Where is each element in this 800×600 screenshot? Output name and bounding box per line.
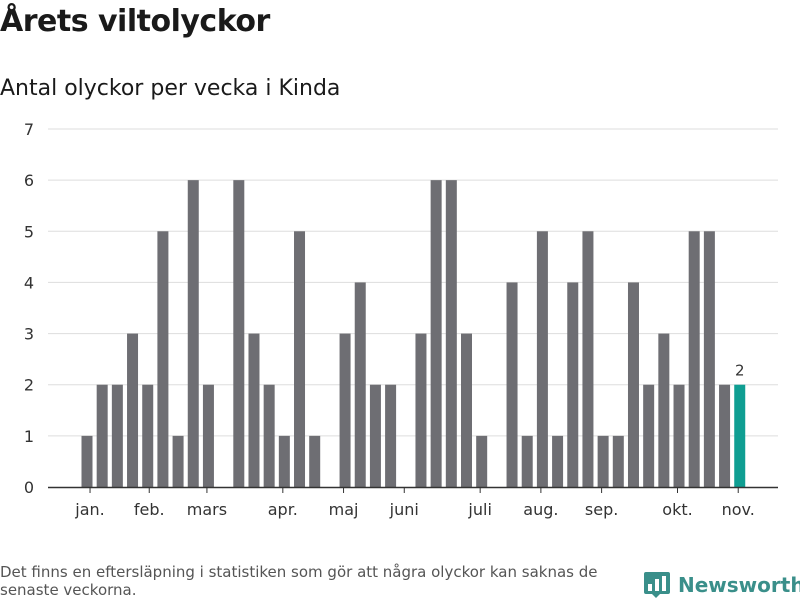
bar	[627, 282, 639, 487]
bar	[157, 231, 169, 487]
bar	[172, 435, 184, 487]
bar	[445, 180, 457, 487]
bar	[369, 384, 381, 487]
bar	[582, 231, 594, 487]
x-tick-label: okt.	[662, 500, 692, 519]
bar	[430, 180, 442, 487]
x-tick-label: juli	[467, 500, 491, 519]
bar	[127, 333, 139, 487]
bar	[521, 435, 533, 487]
x-tick-label: juni	[389, 500, 419, 519]
bar	[643, 384, 655, 487]
x-tick-label: feb.	[134, 500, 165, 519]
chart-title: Årets viltolyckor	[0, 4, 270, 39]
x-tick-label: maj	[329, 500, 359, 519]
y-tick-label: 2	[24, 376, 34, 395]
y-tick-label: 7	[24, 120, 34, 139]
bar	[506, 282, 518, 487]
chart-subtitle: Antal olyckor per vecka i Kinda	[0, 76, 341, 101]
bar	[688, 231, 700, 487]
y-tick-label: 5	[24, 222, 34, 241]
bar	[567, 282, 579, 487]
bar	[142, 384, 154, 487]
bar	[612, 435, 624, 487]
brand-logo: Newsworthy	[644, 571, 800, 599]
footnote: Det finns en eftersläpning i statistiken…	[0, 563, 598, 599]
brand-name: Newsworthy	[678, 573, 800, 597]
x-tick-label: aug.	[523, 500, 558, 519]
bar	[703, 231, 715, 487]
y-tick-label: 3	[24, 325, 34, 344]
bar	[476, 435, 488, 487]
bar-highlight	[734, 384, 746, 487]
bar	[202, 384, 214, 487]
bar	[719, 384, 731, 487]
bar	[354, 282, 366, 487]
bar	[248, 333, 260, 487]
bar	[536, 231, 548, 487]
y-tick-label: 0	[24, 478, 34, 497]
bar	[294, 231, 306, 487]
bar-chart-logo-icon	[644, 572, 670, 598]
x-tick-label: jan.	[74, 500, 104, 519]
bar	[673, 384, 685, 487]
bar	[187, 180, 199, 487]
x-tick-label: nov.	[722, 500, 755, 519]
bar	[415, 333, 427, 487]
y-tick-label: 4	[24, 273, 34, 292]
bar-chart: 0 1 2 3 4 5 6 7 2 jan. feb. mars apr. maj juni juli aug.…	[24, 120, 778, 519]
y-tick-label: 6	[24, 171, 34, 190]
bar	[658, 333, 670, 487]
bar	[309, 435, 321, 487]
bar	[81, 435, 93, 487]
bar	[263, 384, 275, 487]
bar	[278, 435, 290, 487]
bar	[339, 333, 351, 487]
bar	[111, 384, 123, 487]
data-label: 2	[735, 362, 745, 380]
bar	[385, 384, 397, 487]
bar	[552, 435, 564, 487]
bar	[597, 435, 609, 487]
bar	[461, 333, 472, 487]
bar	[96, 384, 108, 487]
x-tick-label: sep.	[585, 500, 618, 519]
bar	[233, 180, 245, 487]
x-tick-label: mars	[187, 500, 227, 519]
x-tick-label: apr.	[268, 500, 298, 519]
y-tick-label: 1	[24, 427, 34, 446]
